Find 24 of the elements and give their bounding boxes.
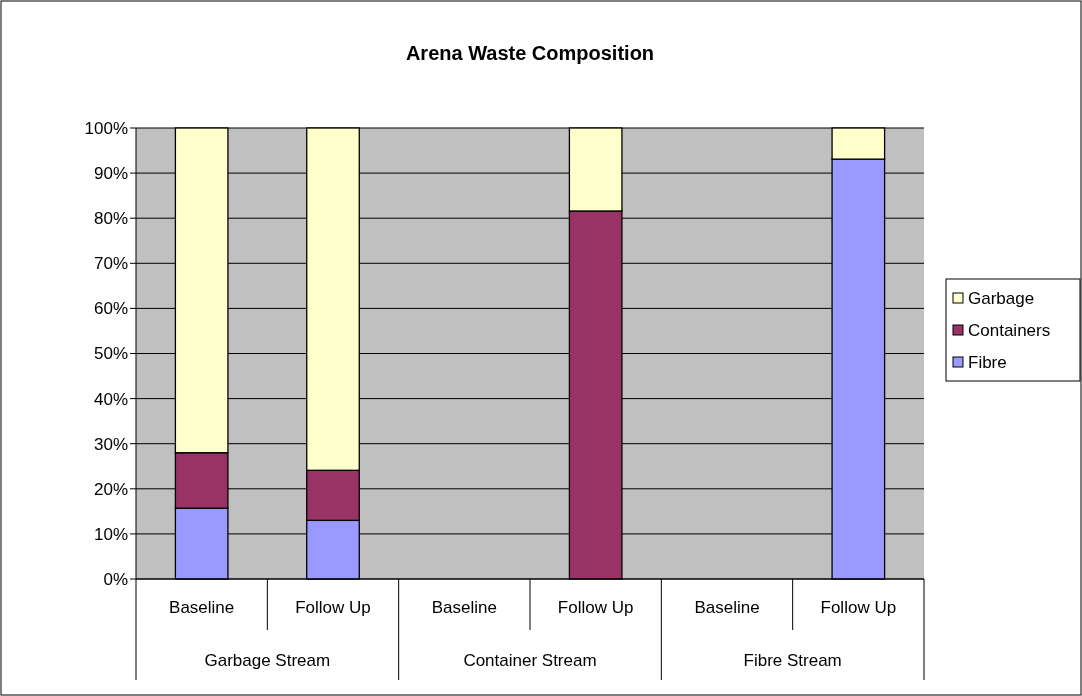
text: Container Stream xyxy=(463,651,597,670)
legend-label: Garbage xyxy=(968,288,1035,308)
y-tick-label: 90% xyxy=(93,164,128,184)
y-tick-label: 10% xyxy=(93,524,128,544)
chart-title: Arena Waste Composition xyxy=(405,42,655,64)
y-tick-label: 30% xyxy=(93,434,128,454)
x-tick-label: Follow Up xyxy=(295,598,371,617)
legend-label: Containers xyxy=(968,320,1051,340)
y-tick-label: 70% xyxy=(93,254,128,274)
y-tick-label: 60% xyxy=(93,299,128,319)
text: Fibre Stream xyxy=(743,651,842,670)
x-tick-label: Baseline xyxy=(169,598,235,617)
text: Garbage Stream xyxy=(204,651,331,670)
y-tick-label: 50% xyxy=(93,344,128,364)
legend-label: Fibre xyxy=(968,352,1007,372)
x-tick-label: Follow Up xyxy=(820,598,897,617)
y-tick-label: 40% xyxy=(93,389,128,409)
y-tick-label: 80% xyxy=(93,209,128,229)
y-tick-label: 100% xyxy=(84,118,128,138)
x-tick-label: Baseline xyxy=(431,598,497,617)
y-tick-label: 0% xyxy=(103,569,128,589)
y-tick-label: 20% xyxy=(93,479,128,499)
x-tick-label: Follow Up xyxy=(557,598,634,617)
x-tick-label: Baseline xyxy=(694,598,760,617)
